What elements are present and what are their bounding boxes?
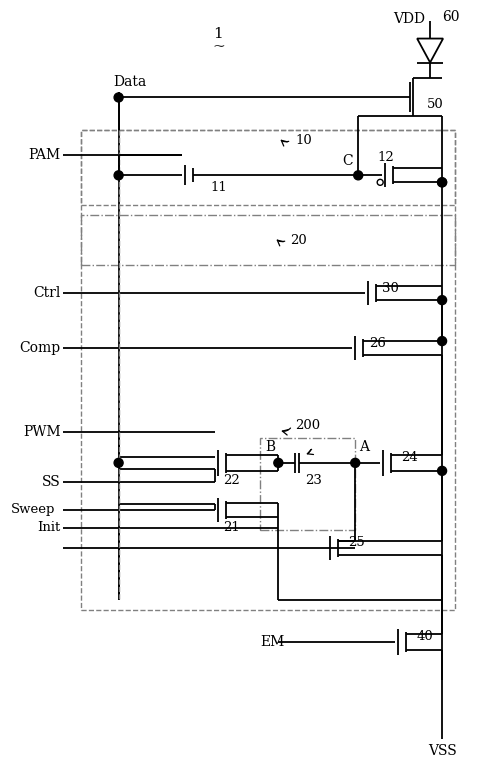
Text: PWM: PWM [23, 425, 61, 439]
Text: Comp: Comp [20, 341, 61, 355]
Circle shape [114, 459, 123, 467]
Text: 21: 21 [223, 521, 240, 534]
Text: 23: 23 [305, 474, 322, 488]
Text: 200: 200 [295, 419, 320, 432]
Circle shape [353, 171, 363, 180]
Circle shape [114, 93, 123, 102]
Bar [81, 130, 455, 610]
Text: SS: SS [42, 475, 61, 489]
Text: 40: 40 [416, 630, 433, 643]
Circle shape [438, 296, 447, 305]
Text: 25: 25 [348, 536, 365, 549]
Circle shape [438, 337, 447, 345]
Text: Init: Init [37, 521, 61, 534]
Circle shape [438, 178, 447, 187]
Circle shape [438, 466, 447, 475]
Text: 10: 10 [295, 134, 312, 147]
Text: 12: 12 [377, 151, 394, 164]
Circle shape [438, 178, 447, 187]
Circle shape [274, 459, 283, 467]
Text: 1: 1 [213, 27, 223, 40]
Text: EM: EM [260, 635, 284, 648]
Text: Sweep: Sweep [11, 503, 56, 517]
Text: 26: 26 [369, 337, 386, 350]
Bar [81, 216, 455, 265]
Text: Data: Data [113, 75, 147, 89]
Text: 60: 60 [442, 10, 459, 24]
Text: VDD: VDD [393, 11, 425, 26]
Circle shape [351, 459, 360, 467]
Text: B: B [265, 440, 276, 454]
Bar [81, 130, 455, 205]
Text: 22: 22 [223, 474, 240, 488]
Text: 20: 20 [290, 234, 307, 247]
Text: 24: 24 [401, 451, 418, 464]
Bar [260, 438, 355, 530]
Text: PAM: PAM [29, 149, 61, 162]
Text: 50: 50 [427, 98, 444, 111]
Text: 30: 30 [382, 282, 399, 295]
Text: Ctrl: Ctrl [34, 287, 61, 300]
Text: C: C [343, 155, 353, 168]
Circle shape [114, 171, 123, 180]
Text: 11: 11 [211, 181, 227, 194]
Text: ~: ~ [212, 40, 225, 55]
Text: VSS: VSS [428, 744, 457, 758]
Text: A: A [359, 440, 369, 454]
